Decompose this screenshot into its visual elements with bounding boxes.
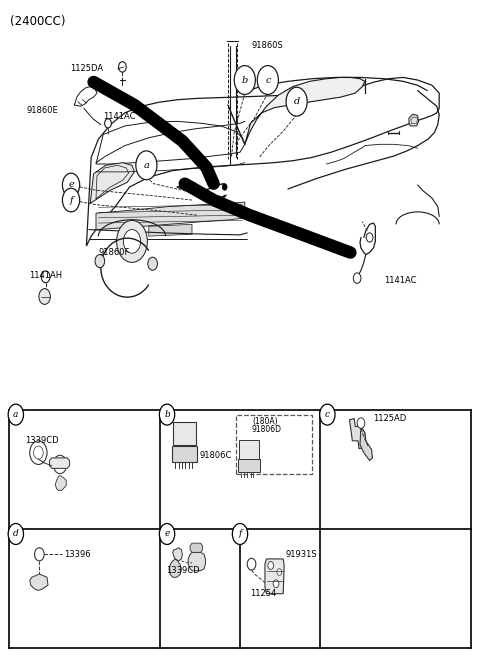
Text: a: a bbox=[144, 161, 149, 170]
Circle shape bbox=[222, 184, 227, 190]
Circle shape bbox=[217, 196, 222, 203]
Text: b: b bbox=[241, 75, 248, 85]
Bar bbox=[236, 415, 312, 474]
Circle shape bbox=[247, 558, 256, 570]
Text: (180A): (180A) bbox=[252, 417, 277, 426]
Polygon shape bbox=[169, 559, 181, 577]
Circle shape bbox=[53, 455, 67, 474]
Circle shape bbox=[39, 289, 50, 304]
Polygon shape bbox=[149, 224, 192, 236]
Text: 11254: 11254 bbox=[250, 589, 276, 598]
Polygon shape bbox=[188, 552, 205, 571]
Circle shape bbox=[232, 523, 248, 544]
Text: 91931S: 91931S bbox=[286, 550, 317, 559]
Circle shape bbox=[159, 523, 175, 544]
Circle shape bbox=[320, 404, 335, 425]
Circle shape bbox=[357, 418, 365, 428]
Circle shape bbox=[41, 271, 50, 283]
Polygon shape bbox=[190, 543, 203, 552]
Polygon shape bbox=[409, 114, 419, 126]
Text: f: f bbox=[69, 195, 73, 205]
Circle shape bbox=[34, 446, 43, 459]
Circle shape bbox=[62, 188, 80, 212]
Circle shape bbox=[136, 151, 157, 180]
Circle shape bbox=[277, 569, 282, 575]
Text: 1141AC: 1141AC bbox=[103, 112, 136, 121]
Circle shape bbox=[8, 523, 24, 544]
Circle shape bbox=[35, 548, 44, 561]
Circle shape bbox=[117, 220, 147, 262]
Text: 91860E: 91860E bbox=[26, 106, 58, 115]
Circle shape bbox=[30, 441, 47, 464]
Polygon shape bbox=[173, 548, 182, 561]
Text: d: d bbox=[13, 529, 19, 539]
Circle shape bbox=[159, 404, 175, 425]
Text: a: a bbox=[13, 410, 19, 419]
Circle shape bbox=[62, 173, 80, 197]
Text: 91860F: 91860F bbox=[98, 248, 130, 257]
Polygon shape bbox=[90, 163, 134, 203]
Polygon shape bbox=[30, 574, 48, 590]
Text: 1141AH: 1141AH bbox=[29, 271, 62, 280]
Circle shape bbox=[123, 230, 141, 253]
Bar bbox=[173, 422, 196, 445]
Text: 1141AC: 1141AC bbox=[384, 276, 417, 285]
Polygon shape bbox=[245, 77, 365, 144]
Circle shape bbox=[8, 404, 24, 425]
Circle shape bbox=[268, 562, 274, 569]
Text: 91860S: 91860S bbox=[252, 41, 284, 51]
Circle shape bbox=[273, 580, 279, 588]
Text: c: c bbox=[325, 410, 330, 419]
Circle shape bbox=[257, 66, 278, 94]
Text: d: d bbox=[293, 97, 300, 106]
Polygon shape bbox=[96, 202, 245, 230]
Text: b: b bbox=[164, 410, 170, 419]
Text: 1125AD: 1125AD bbox=[373, 414, 407, 423]
Circle shape bbox=[213, 180, 217, 187]
Polygon shape bbox=[55, 476, 66, 491]
Text: f: f bbox=[238, 529, 242, 539]
Text: 91806D: 91806D bbox=[252, 425, 282, 434]
Bar bbox=[172, 446, 197, 462]
Text: 1339CD: 1339CD bbox=[166, 566, 199, 575]
Polygon shape bbox=[360, 426, 372, 461]
Circle shape bbox=[353, 273, 361, 283]
Polygon shape bbox=[49, 458, 70, 468]
Text: e: e bbox=[68, 180, 74, 190]
Bar bbox=[239, 440, 259, 459]
Bar bbox=[238, 459, 260, 472]
Circle shape bbox=[95, 255, 105, 268]
Circle shape bbox=[234, 66, 255, 94]
Text: c: c bbox=[265, 75, 271, 85]
Text: 91806C: 91806C bbox=[199, 451, 231, 461]
Text: 1339CD: 1339CD bbox=[25, 436, 59, 445]
Polygon shape bbox=[86, 77, 439, 246]
Circle shape bbox=[105, 119, 111, 128]
Circle shape bbox=[148, 257, 157, 270]
Text: 13396: 13396 bbox=[64, 550, 90, 559]
Text: 1125DA: 1125DA bbox=[70, 64, 103, 73]
Circle shape bbox=[286, 87, 307, 116]
Circle shape bbox=[119, 62, 126, 72]
Text: e: e bbox=[164, 529, 170, 539]
Text: (2400CC): (2400CC) bbox=[10, 15, 65, 28]
Polygon shape bbox=[96, 121, 245, 164]
Polygon shape bbox=[349, 419, 366, 449]
Circle shape bbox=[366, 233, 373, 242]
Polygon shape bbox=[265, 559, 284, 594]
